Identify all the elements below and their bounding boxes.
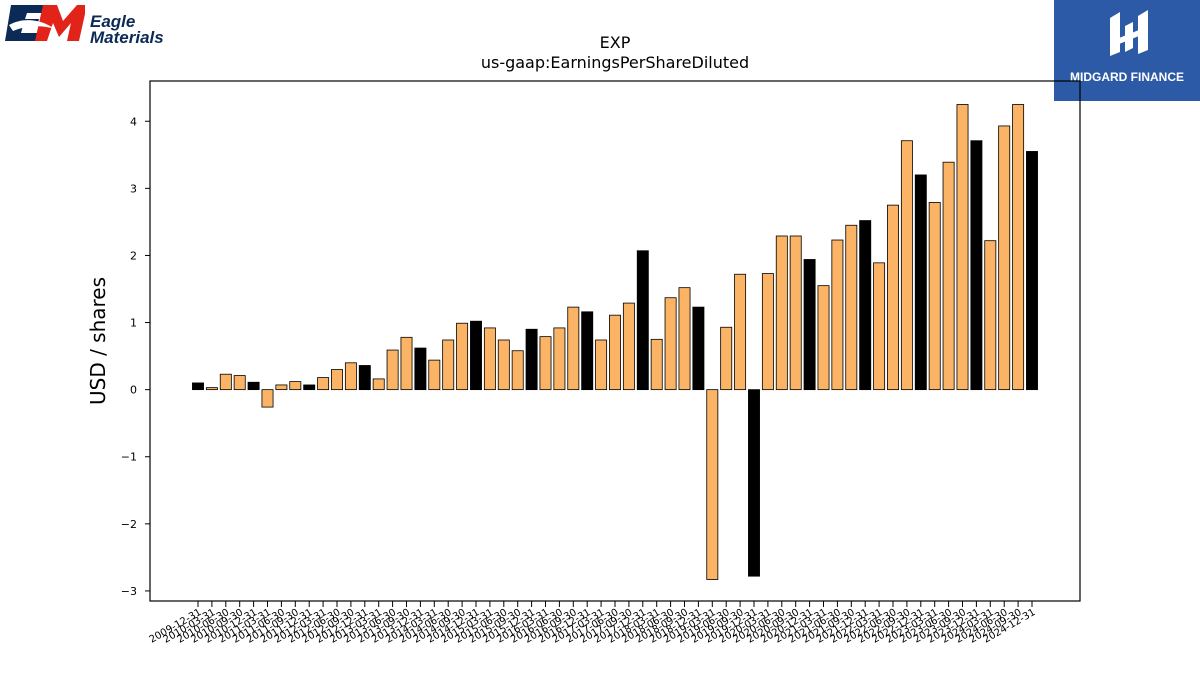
bar-2014-03-31 <box>428 359 441 391</box>
bar-2011-12-31 <box>303 384 316 391</box>
bar-2014-09-30 <box>456 322 469 391</box>
bar-2024-09-30 <box>1012 104 1025 391</box>
bar-2020-09-30 <box>789 235 802 391</box>
bar-2018-03-31 <box>650 338 663 391</box>
y-axis-label: USD / shares <box>86 277 110 405</box>
bar-2023-12-31 <box>970 140 983 391</box>
bar-2017-12-31 <box>636 250 649 391</box>
y-tick-label: −2 <box>121 518 137 531</box>
bar-2022-12-31 <box>914 174 927 391</box>
bar-2012-03-31 <box>317 377 330 391</box>
bar-2015-06-30 <box>497 339 510 391</box>
bar-2022-09-30 <box>900 140 913 391</box>
bar-2023-09-30 <box>956 104 969 391</box>
bar-2018-12-31 <box>692 306 705 391</box>
bar-2010-12-31 <box>247 381 260 391</box>
bar-2023-06-30 <box>942 161 955 391</box>
bar-2015-03-31 <box>483 327 496 391</box>
bar-2013-06-30 <box>386 349 399 391</box>
bar-2015-09-30 <box>511 350 524 391</box>
publisher-logo-text: MIDGARD FINANCE <box>1070 70 1184 84</box>
bar-2024-06-30 <box>998 125 1011 391</box>
plot-frame <box>149 80 1081 602</box>
bar-2010-06-30 <box>219 373 232 391</box>
bar-2018-09-30 <box>678 287 691 391</box>
bar-2019-09-30 <box>734 273 747 391</box>
bar-2016-03-31 <box>539 336 552 391</box>
bar-2019-12-31 <box>748 389 760 577</box>
bar-2022-06-30 <box>887 204 899 391</box>
bar-2012-06-30 <box>331 369 343 391</box>
bar-2009-12-31 <box>192 382 204 391</box>
chart-subtitle: us-gaap:EarningsPerShareDiluted <box>481 53 749 72</box>
bar-2020-06-30 <box>775 235 788 391</box>
bar-2023-03-31 <box>928 202 941 391</box>
bar-2019-03-31 <box>706 389 719 580</box>
company-logo-wordmark: Eagle Materials <box>90 12 164 47</box>
bar-2016-06-30 <box>553 327 566 391</box>
bar-2016-12-31 <box>581 311 594 391</box>
bar-2015-12-31 <box>525 328 538 391</box>
bar-2014-12-31 <box>470 320 482 391</box>
bar-2013-12-31 <box>414 347 427 391</box>
bar-2021-09-30 <box>845 224 858 391</box>
bar-2021-03-31 <box>817 285 830 391</box>
y-tick-label: 3 <box>130 182 137 195</box>
company-logo: Eagle Materials <box>5 3 175 47</box>
bar-2021-12-31 <box>859 220 872 391</box>
bar-2011-03-31 <box>261 389 274 408</box>
company-logo-line2: Materials <box>90 28 164 47</box>
chart-title: EXP <box>600 33 631 52</box>
bar-2017-09-30 <box>622 302 635 391</box>
bar-2012-09-30 <box>344 362 357 391</box>
y-tick-label: 2 <box>130 249 137 262</box>
bar-2011-09-30 <box>289 381 302 391</box>
bar-2013-09-30 <box>400 336 413 391</box>
company-logo-mark <box>5 5 87 41</box>
bars <box>192 104 1038 580</box>
bar-2022-03-31 <box>873 262 886 391</box>
bar-2024-03-31 <box>984 240 997 391</box>
company-logo-line1: Eagle <box>90 12 136 31</box>
y-tick-label: −1 <box>121 451 137 464</box>
y-tick-label: 0 <box>130 384 137 397</box>
bar-2012-12-31 <box>358 365 371 391</box>
bar-2016-09-30 <box>567 306 580 391</box>
y-axis: −3 −2 −1 0 1 2 3 4 <box>121 115 150 598</box>
x-axis: 2009-12-312010-03-312010-06-302010-09-30… <box>148 601 1038 646</box>
bar-2024-12-31 <box>1026 151 1038 391</box>
publisher-logo: MIDGARD FINANCE <box>1054 0 1200 101</box>
y-tick-label: −3 <box>121 585 137 598</box>
bar-2018-06-30 <box>664 297 677 391</box>
y-tick-label: 1 <box>130 317 137 330</box>
bar-2010-03-31 <box>205 387 218 391</box>
bar-2017-06-30 <box>609 314 621 391</box>
bar-2021-06-30 <box>831 239 844 391</box>
bar-2020-12-31 <box>803 259 816 391</box>
bar-2011-06-30 <box>275 384 288 391</box>
bar-2020-03-31 <box>761 273 774 391</box>
bar-2010-09-30 <box>233 375 246 391</box>
bar-2017-03-31 <box>595 339 608 391</box>
publisher-logo-mark <box>1110 10 1148 56</box>
bar-2019-06-30 <box>720 326 733 391</box>
bar-2013-03-31 <box>372 378 385 391</box>
bar-2014-06-30 <box>442 339 455 391</box>
y-tick-label: 4 <box>130 115 137 128</box>
